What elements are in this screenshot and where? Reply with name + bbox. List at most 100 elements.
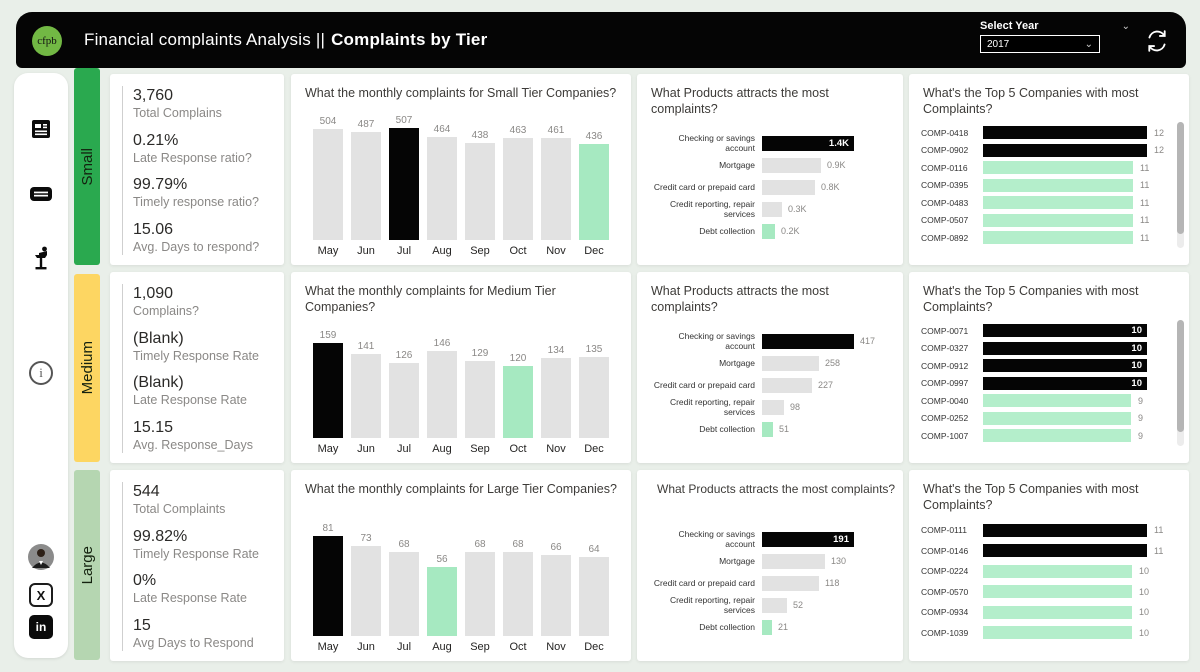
company-bar[interactable]	[983, 178, 1133, 192]
company-bar[interactable]: 10	[983, 324, 1147, 338]
month-bar[interactable]	[541, 555, 571, 636]
product-value: 130	[831, 556, 847, 566]
month-bar[interactable]	[579, 557, 609, 636]
company-bar[interactable]	[983, 564, 1132, 578]
company-label: COMP-0997	[921, 378, 969, 389]
company-bar[interactable]	[983, 429, 1131, 443]
company-label: COMP-1007	[921, 430, 969, 441]
info-icon[interactable]: i	[29, 361, 53, 385]
bar-value-label: 436	[585, 131, 603, 142]
product-bar[interactable]	[762, 201, 782, 217]
kpi-value: 544	[133, 483, 160, 500]
tier-tab-large[interactable]: Large	[74, 470, 100, 660]
month-bar[interactable]	[389, 363, 419, 438]
company-bar[interactable]	[983, 523, 1147, 537]
kpi-label: Avg Days to Respond	[133, 635, 254, 650]
month-bar[interactable]	[579, 357, 609, 438]
scrollbar-thumb[interactable]	[1177, 320, 1184, 432]
month-axis-label: Aug	[432, 443, 452, 455]
bar-value-label: 73	[360, 533, 372, 544]
company-value: 10	[1139, 586, 1150, 597]
tier-tab-small[interactable]: Small	[74, 68, 100, 265]
company-value: 10	[1139, 607, 1150, 618]
product-bar[interactable]	[762, 179, 815, 195]
company-bar[interactable]	[983, 126, 1147, 140]
company-bar[interactable]	[983, 196, 1133, 210]
month-bar[interactable]	[427, 567, 457, 636]
month-bar[interactable]	[503, 552, 533, 636]
product-bar[interactable]	[762, 597, 787, 613]
company-bar[interactable]	[983, 231, 1133, 245]
month-axis-label: May	[317, 443, 339, 455]
x-twitter-icon[interactable]: X	[29, 583, 53, 607]
month-bar[interactable]	[541, 138, 571, 240]
product-bar[interactable]	[762, 575, 819, 591]
month-bar[interactable]	[427, 351, 457, 438]
company-label: COMP-0116	[921, 162, 968, 173]
month-bar[interactable]	[579, 144, 609, 240]
company-bar[interactable]	[983, 161, 1133, 175]
month-bar[interactable]	[351, 354, 381, 438]
avatar[interactable]	[27, 543, 55, 571]
product-bar[interactable]: 191	[762, 531, 854, 547]
month-bar[interactable]	[313, 129, 343, 240]
product-label: Credit reporting, repair services	[669, 199, 755, 219]
company-bar[interactable]	[983, 605, 1132, 619]
month-bar[interactable]	[541, 358, 571, 438]
month-bar[interactable]	[503, 366, 533, 438]
refresh-icon[interactable]	[1140, 24, 1174, 58]
month-axis-label: May	[317, 641, 339, 653]
company-row: COMP-0252 9	[921, 410, 1171, 428]
year-dropdown-value: 2017	[987, 38, 1010, 50]
product-bar[interactable]	[762, 553, 825, 569]
month-bar[interactable]	[465, 552, 495, 636]
month-bar[interactable]	[389, 552, 419, 636]
company-bar[interactable]	[983, 585, 1132, 599]
company-bar[interactable]	[983, 143, 1147, 157]
card-icon[interactable]	[29, 185, 53, 203]
product-bar[interactable]	[762, 421, 773, 437]
product-bar[interactable]	[762, 377, 812, 393]
scrollbar-thumb[interactable]	[1177, 122, 1184, 234]
company-bar[interactable]	[983, 213, 1133, 227]
podium-speaker-icon[interactable]	[29, 245, 53, 271]
company-row: COMP-0997 10	[921, 375, 1171, 393]
company-value: 12	[1154, 145, 1165, 156]
product-bar[interactable]	[762, 355, 819, 371]
month-bar[interactable]	[427, 137, 457, 240]
product-bar[interactable]: 1.4K	[762, 135, 854, 151]
product-bar[interactable]	[762, 157, 821, 173]
month-bar[interactable]	[503, 138, 533, 240]
company-bar[interactable]: 10	[983, 376, 1147, 390]
product-label: Credit card or prepaid card	[653, 380, 755, 390]
month-bar[interactable]	[313, 536, 343, 636]
company-row: COMP-0892 11	[921, 229, 1171, 247]
month-bar[interactable]	[465, 143, 495, 240]
product-row: Debt collection 51	[647, 418, 895, 440]
month-bar[interactable]	[389, 128, 419, 240]
company-bar[interactable]: 10	[983, 359, 1147, 373]
company-bar[interactable]	[983, 411, 1131, 425]
month-bar[interactable]	[351, 132, 381, 240]
product-bar[interactable]	[762, 333, 854, 349]
bar-value-label: 141	[357, 341, 375, 352]
year-dropdown[interactable]: 2017 ⌄	[980, 35, 1100, 53]
tier-tab-medium[interactable]: Medium	[74, 274, 100, 462]
product-bar[interactable]	[762, 223, 775, 239]
company-bar[interactable]	[983, 394, 1131, 408]
company-bar[interactable]: 10	[983, 341, 1147, 355]
company-row: COMP-0116 11	[921, 159, 1171, 177]
chevron-down-icon[interactable]: ⌄	[1121, 20, 1130, 32]
month-bar[interactable]	[351, 546, 381, 636]
bar-value-label: 504	[319, 116, 337, 127]
month-bar[interactable]	[313, 343, 343, 438]
month-bar[interactable]	[465, 361, 495, 438]
product-bar[interactable]	[762, 619, 772, 635]
company-bar[interactable]	[983, 544, 1147, 558]
product-bar[interactable]	[762, 399, 784, 415]
report-icon[interactable]	[29, 117, 53, 141]
company-bar[interactable]	[983, 626, 1132, 640]
bar-value-label: 56	[436, 554, 448, 565]
company-value: 11	[1154, 525, 1164, 536]
linkedin-icon[interactable]: in	[29, 615, 53, 639]
